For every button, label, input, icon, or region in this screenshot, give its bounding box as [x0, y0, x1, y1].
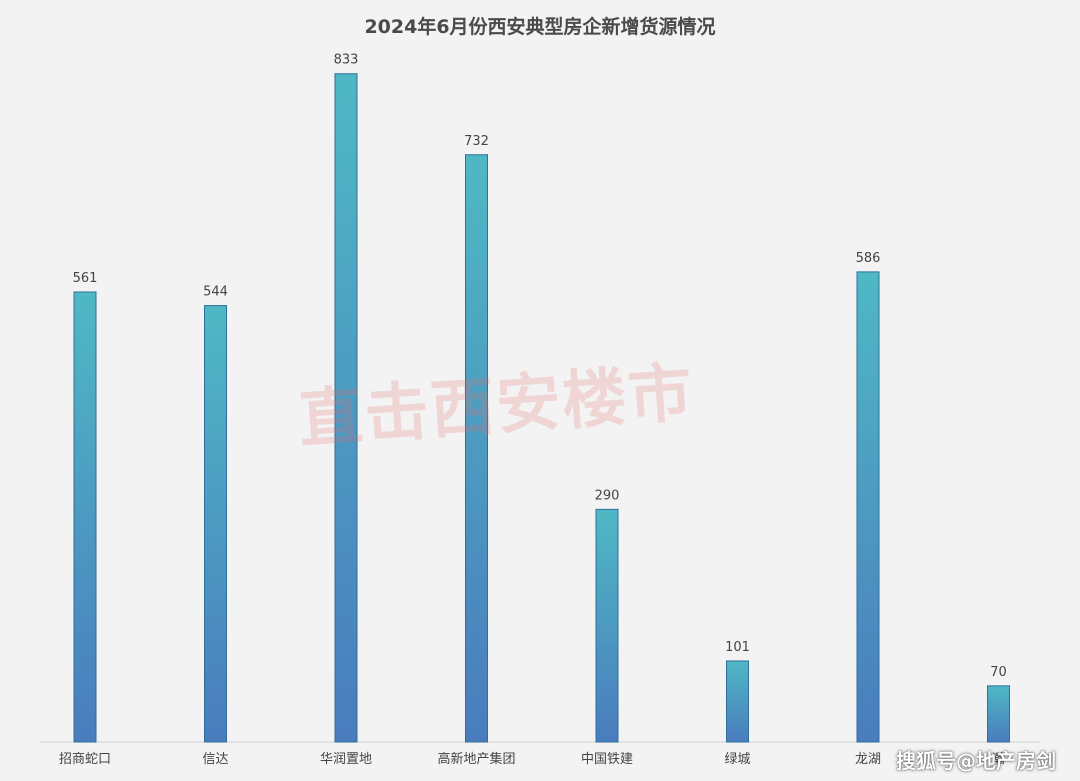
- category-label-4: 中国铁建: [581, 752, 633, 767]
- bar-7: [987, 685, 1010, 743]
- value-label-2: 833: [334, 53, 359, 68]
- bar-5: [726, 660, 749, 743]
- category-label-2: 华润置地: [320, 752, 372, 767]
- bar-0: [73, 291, 97, 743]
- bar-4: [595, 508, 619, 743]
- category-label-6: 龙湖: [855, 752, 881, 767]
- value-label-7: 70: [990, 665, 1007, 680]
- category-label-3: 高新地产集团: [437, 751, 515, 767]
- chart-title: 2024年6月份西安典型房企新增货源情况: [364, 16, 716, 38]
- category-label-0: 招商蛇口: [59, 752, 111, 767]
- source-watermark: 搜狐号@地产房剑: [896, 749, 1056, 773]
- value-labels-group: 561 544 833 732 290 101 586 70: [73, 53, 1007, 680]
- category-label-1: 信达: [202, 752, 228, 767]
- value-label-1: 544: [203, 285, 228, 300]
- bars-group: [73, 73, 1010, 743]
- category-label-7: 瀚: [992, 752, 1005, 767]
- bar-2: [334, 73, 358, 743]
- value-label-0: 561: [73, 271, 98, 286]
- value-label-4: 290: [595, 488, 620, 503]
- bar-6: [856, 271, 880, 743]
- value-label-3: 732: [464, 134, 489, 149]
- value-label-6: 586: [856, 251, 881, 266]
- bar-1: [204, 305, 227, 743]
- value-label-5: 101: [725, 640, 750, 655]
- category-labels-group: 招商蛇口 信达 华润置地 高新地产集团 中国铁建 绿城 龙湖 瀚: [59, 751, 1005, 767]
- bar-3: [465, 154, 488, 743]
- category-label-5: 绿城: [724, 752, 750, 767]
